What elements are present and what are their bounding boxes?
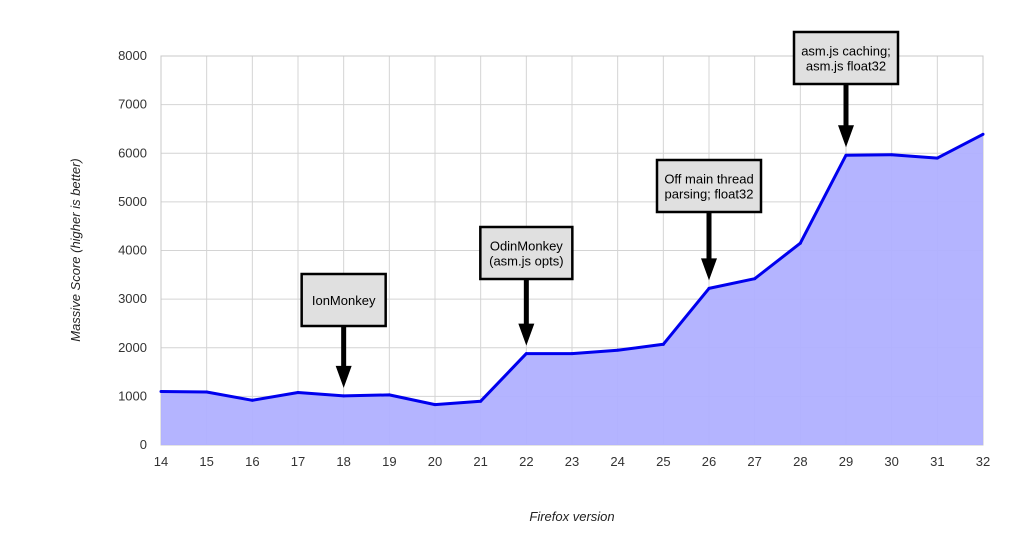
data-point	[296, 390, 300, 394]
annotation-arrow-head	[838, 125, 854, 148]
annotation-arrow-head	[701, 258, 717, 281]
x-tick-label: 20	[428, 454, 442, 469]
annotation: asm.js caching;asm.js float32	[792, 30, 900, 148]
x-tick-label: 16	[245, 454, 259, 469]
annotations: IonMonkey OdinMonkey(asm.js opts) Off main…	[300, 30, 900, 388]
data-point	[844, 153, 848, 157]
annotation-arrow-head	[335, 365, 352, 388]
data-point	[479, 399, 483, 403]
data-point	[433, 403, 437, 407]
x-tick-label: 25	[656, 454, 670, 469]
x-axis-title: Firefox version	[529, 509, 614, 524]
data-point	[981, 132, 985, 136]
data-point	[798, 241, 802, 245]
x-tick-label: 27	[747, 454, 761, 469]
data-point	[159, 390, 163, 394]
series-area	[161, 134, 983, 446]
y-tick-label: 1000	[118, 388, 147, 403]
data-point	[707, 286, 711, 290]
annotation-text: (asm.js opts)	[489, 254, 563, 269]
data-point	[205, 390, 209, 394]
x-tick-label: 19	[382, 454, 396, 469]
data-point	[661, 342, 665, 346]
x-tick-label: 32	[976, 454, 990, 469]
x-tick-label: 24	[610, 454, 624, 469]
x-tick-label: 30	[884, 454, 898, 469]
annotation-text: asm.js float32	[806, 59, 886, 74]
y-tick-label: 5000	[118, 194, 147, 209]
y-tick-label: 0	[140, 437, 147, 452]
x-tick-label: 15	[199, 454, 213, 469]
data-point	[342, 394, 346, 398]
x-tick-label: 31	[930, 454, 944, 469]
annotation-box	[792, 30, 900, 86]
y-tick-label: 7000	[118, 97, 147, 112]
data-point	[570, 352, 574, 356]
data-point	[616, 348, 620, 352]
x-tick-label: 21	[473, 454, 487, 469]
y-tick-label: 4000	[118, 243, 147, 258]
y-tick-label: 3000	[118, 291, 147, 306]
annotation-text: asm.js caching;	[801, 44, 891, 59]
y-tick-label: 8000	[118, 48, 147, 63]
y-tick-label: 6000	[118, 145, 147, 160]
y-axis-title: Massive Score (higher is better)	[68, 158, 83, 342]
annotation-arrow-head	[518, 323, 535, 346]
y-axis-ticks: 0 1000 2000 3000 4000 5000 6000 7000 8000	[118, 48, 147, 452]
data-point	[890, 153, 894, 157]
y-tick-label: 2000	[118, 340, 147, 355]
x-axis-ticks: 14 15 16 17 18 19 20 21 22 23 24 25 26 27 28 29 30 31 32	[154, 454, 990, 469]
x-tick-label: 14	[154, 454, 168, 469]
annotation: OdinMonkey(asm.js opts)	[479, 225, 574, 346]
data-point	[250, 398, 254, 402]
x-tick-label: 22	[519, 454, 533, 469]
x-tick-label: 18	[336, 454, 350, 469]
annotation-text: IonMonkey	[312, 293, 376, 308]
x-tick-label: 26	[702, 454, 716, 469]
annotation-text: OdinMonkey	[490, 239, 563, 254]
x-tick-label: 23	[565, 454, 579, 469]
annotation-box	[300, 272, 387, 328]
annotation: IonMonkey	[300, 272, 387, 388]
x-tick-label: 17	[291, 454, 305, 469]
annotation-text: parsing; float32	[665, 187, 754, 202]
x-tick-label: 28	[793, 454, 807, 469]
data-point	[524, 352, 528, 356]
data-point	[753, 277, 757, 281]
annotation-text: Off main thread	[664, 172, 753, 187]
series-points	[159, 132, 985, 407]
x-tick-label: 29	[839, 454, 853, 469]
data-point	[935, 156, 939, 160]
data-point	[387, 393, 391, 397]
